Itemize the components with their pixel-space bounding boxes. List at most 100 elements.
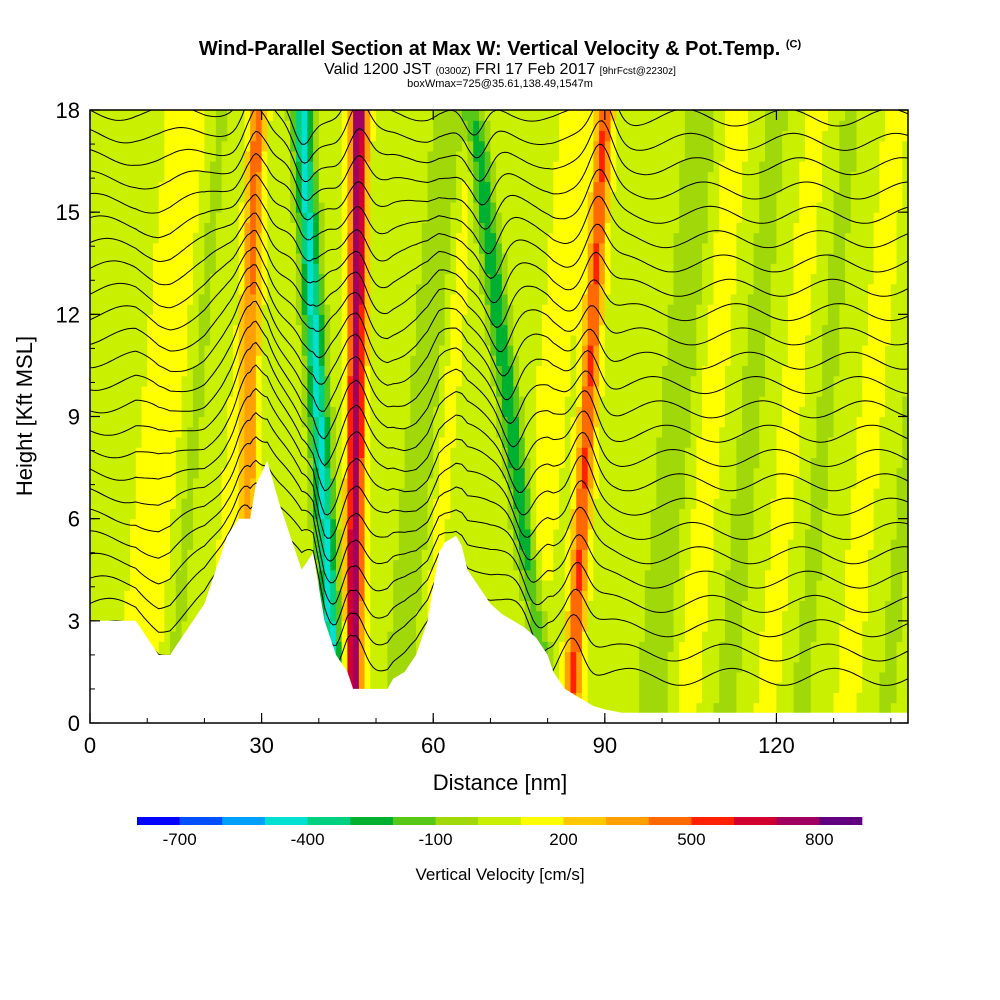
field-cell	[398, 293, 406, 305]
field-cell	[244, 212, 251, 223]
field-cell	[198, 590, 206, 601]
field-cell	[353, 201, 360, 213]
field-cell	[364, 355, 371, 367]
field-cell	[501, 120, 509, 132]
field-cell	[416, 263, 423, 275]
field-cell	[192, 457, 200, 469]
field-cell	[95, 191, 103, 203]
field-cell	[478, 559, 486, 571]
field-cell	[427, 508, 434, 520]
field-cell	[175, 130, 183, 142]
field-cell	[318, 120, 326, 132]
field-cell	[187, 263, 194, 275]
field-cell	[221, 344, 228, 356]
field-cell	[278, 365, 286, 377]
field-cell	[456, 222, 463, 234]
field-cell	[330, 222, 337, 234]
field-cell	[536, 273, 543, 285]
field-cell	[330, 385, 337, 397]
field-cell	[410, 375, 417, 387]
field-cell	[501, 355, 509, 367]
field-cell	[318, 579, 326, 591]
field-cell	[135, 477, 143, 489]
field-cell	[496, 579, 503, 591]
field-cell	[416, 161, 423, 172]
field-cell	[553, 426, 560, 438]
field-cell	[393, 406, 400, 418]
field-cell	[192, 365, 200, 377]
field-cell	[490, 253, 497, 264]
field-cell	[324, 140, 331, 152]
field-cell	[547, 436, 554, 448]
field-cell	[381, 304, 389, 315]
field-cell	[456, 385, 463, 397]
field-cell	[536, 191, 543, 203]
field-cell	[152, 508, 160, 520]
field-cell	[553, 242, 560, 254]
field-cell	[227, 447, 234, 458]
field-cell	[553, 375, 560, 387]
field-cell	[507, 293, 514, 305]
field-cell	[101, 406, 108, 418]
field-cell	[547, 610, 554, 622]
field-cell	[158, 610, 165, 622]
field-cell	[101, 324, 108, 336]
field-cell	[273, 355, 280, 367]
field-cell	[130, 518, 137, 530]
field-cell	[313, 508, 320, 520]
field-cell	[175, 457, 183, 469]
field-cell	[295, 140, 303, 152]
field-cell	[175, 334, 183, 346]
field-cell	[393, 365, 400, 377]
field-cell	[513, 610, 520, 622]
field-cell	[170, 457, 177, 469]
field-cell	[158, 314, 165, 326]
field-cell	[530, 334, 537, 346]
field-cell	[341, 355, 349, 367]
field-cell	[461, 549, 469, 561]
field-cell	[187, 539, 194, 550]
field-cell	[398, 344, 406, 356]
field-cell	[387, 436, 394, 448]
field-cell	[170, 314, 177, 326]
field-cell	[393, 641, 400, 653]
field-cell	[484, 334, 492, 346]
field-cell	[496, 559, 503, 571]
field-cell	[158, 263, 165, 275]
field-cell	[513, 140, 520, 152]
field-cell	[101, 569, 108, 581]
field-cell	[324, 334, 331, 346]
field-cell	[198, 263, 206, 275]
field-cell	[393, 293, 400, 305]
field-cell	[147, 610, 154, 622]
field-cell	[295, 385, 303, 397]
field-cell	[473, 161, 480, 172]
field-cell	[278, 110, 286, 121]
field-cell	[124, 467, 131, 479]
field-cell	[347, 181, 354, 193]
field-cell	[118, 253, 125, 264]
field-cell	[467, 559, 474, 571]
field-cell	[318, 467, 326, 479]
field-cell	[295, 181, 303, 193]
field-cell	[496, 181, 503, 193]
field-cell	[181, 426, 188, 438]
field-cell	[427, 518, 434, 530]
field-cell	[192, 498, 200, 510]
field-cell	[513, 110, 520, 121]
field-cell	[353, 293, 360, 305]
field-cell	[175, 590, 183, 601]
field-cell	[90, 120, 97, 132]
field-cell	[541, 528, 549, 540]
field-cell	[290, 365, 297, 377]
field-cell	[141, 620, 148, 632]
field-cell	[215, 212, 223, 223]
field-cell	[530, 447, 537, 458]
field-cell	[90, 610, 97, 622]
field-cell	[90, 518, 97, 530]
field-cell	[187, 416, 194, 428]
field-cell	[513, 283, 520, 295]
field-cell	[490, 171, 497, 183]
field-cell	[135, 579, 143, 591]
field-cell	[496, 171, 503, 183]
